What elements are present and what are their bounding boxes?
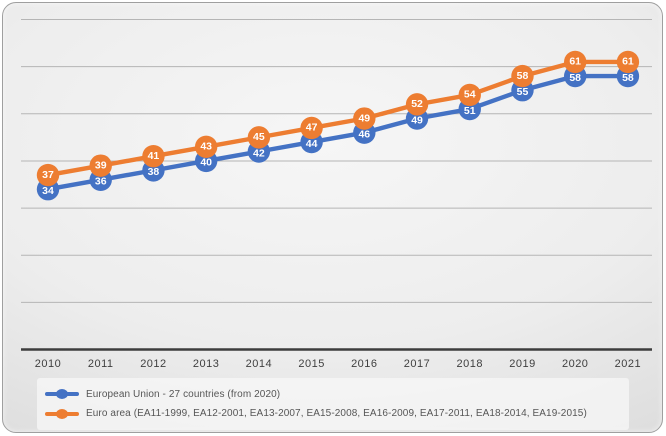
x-tick-label: 2018: [457, 358, 483, 370]
data-label: 47: [306, 122, 318, 134]
data-point-marker: [405, 93, 429, 116]
data-label: 58: [622, 72, 634, 84]
data-label: 40: [200, 157, 212, 169]
data-point-marker: [616, 50, 640, 74]
series-0-line-with-markers: [36, 64, 640, 201]
data-label: 49: [411, 114, 423, 126]
legend-label-euro-area: Euro area (EA11-1999, EA12-2001, EA13-20…: [86, 408, 587, 420]
x-tick-label: 2019: [509, 358, 535, 370]
x-axis-tick-labels: 2010 2011 2012 2013 2014 2015 2016 2017 2018 2019…: [35, 358, 641, 370]
data-point-marker: [89, 154, 112, 177]
data-label: 54: [464, 89, 476, 101]
data-label: 44: [306, 138, 318, 150]
data-label: 58: [569, 72, 581, 84]
data-point-marker: [36, 163, 60, 187]
legend-item-european-union: European Union - 27 countries (from 2020…: [45, 389, 629, 400]
data-label: 49: [358, 112, 370, 124]
data-point-marker: [353, 107, 376, 130]
data-label: 34: [42, 185, 54, 197]
data-point-marker: [247, 126, 271, 149]
data-point-marker: [511, 64, 534, 88]
data-label: 61: [569, 56, 581, 68]
data-point-marker: [142, 145, 165, 168]
data-label: 37: [42, 169, 54, 181]
data-label: 39: [95, 159, 107, 171]
legend-line-marker-orange-icon: [45, 408, 79, 419]
x-tick-label: 2010: [35, 358, 61, 370]
data-label: 46: [358, 128, 370, 140]
data-label: 52: [411, 98, 423, 110]
legend-label-european-union: European Union - 27 countries (from 2020…: [86, 388, 281, 400]
x-tick-label: 2013: [193, 358, 219, 370]
x-tick-label: 2012: [140, 358, 166, 370]
line-chart-canvas: 34 36 38 40 42 44 46 49 51 55 58 58 37 39 41 43 45 47 49 52…: [21, 19, 652, 370]
data-label: 58: [517, 70, 529, 82]
data-label: 61: [622, 56, 634, 68]
x-tick-label: 2011: [88, 358, 114, 370]
data-label: 41: [148, 150, 160, 162]
x-tick-label: 2015: [298, 358, 324, 370]
chart-legend: European Union - 27 countries (from 2020…: [37, 378, 629, 430]
x-tick-label: 2017: [404, 358, 430, 370]
data-point-marker: [458, 83, 481, 107]
x-tick-label: 2014: [246, 358, 272, 370]
data-label: 38: [148, 166, 160, 178]
legend-line-marker-blue-icon: [45, 389, 79, 400]
data-point-marker: [300, 116, 323, 140]
data-point-marker: [564, 50, 587, 74]
series-1-data-labels: 37 39 41 43 45 47 49 52 54 58 61 61: [42, 56, 634, 181]
data-label: 45: [253, 131, 265, 143]
series-1-line-with-markers: [36, 50, 640, 187]
data-label: 51: [464, 105, 476, 117]
legend-item-euro-area: Euro area (EA11-1999, EA12-2001, EA13-20…: [45, 408, 629, 419]
x-tick-label: 2020: [562, 358, 588, 370]
data-label: 55: [517, 86, 529, 98]
data-label: 43: [200, 141, 212, 153]
data-label: 42: [253, 147, 265, 159]
x-tick-label: 2021: [615, 358, 641, 370]
data-point-marker: [194, 135, 218, 158]
data-label: 36: [95, 176, 107, 188]
series-0-data-labels: 34 36 38 40 42 44 46 49 51 55 58 58: [42, 72, 634, 197]
x-tick-label: 2016: [351, 358, 377, 370]
